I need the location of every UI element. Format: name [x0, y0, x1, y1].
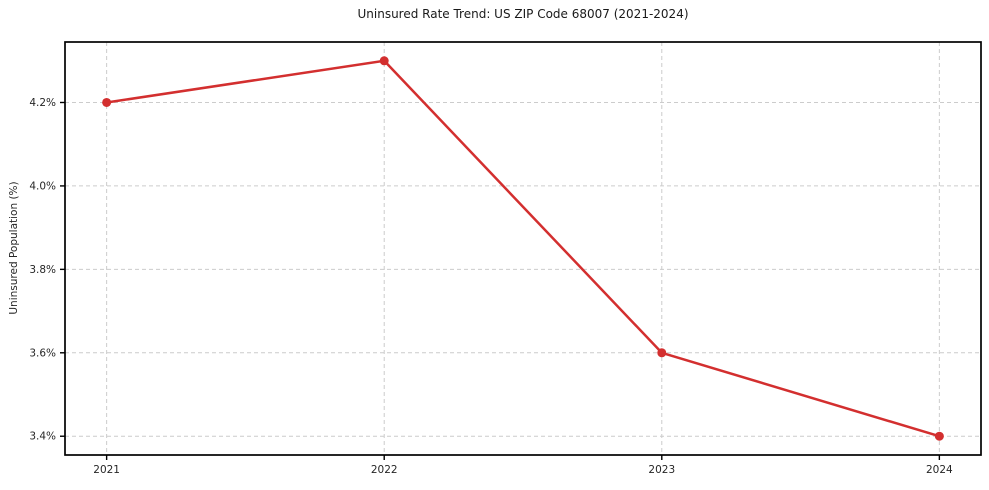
y-tick-label: 4.2% [29, 97, 56, 109]
data-point-marker [102, 97, 112, 107]
axes-spines [64, 41, 982, 456]
x-tick-label: 2022 [371, 464, 398, 476]
x-tick-label: 2024 [926, 464, 953, 476]
y-tick-label: 3.4% [29, 431, 56, 443]
trend-line [105, 59, 941, 438]
y-tick-label: 3.6% [29, 347, 56, 359]
y-tick-label: 3.8% [29, 264, 56, 276]
data-point-marker [657, 348, 667, 358]
x-tick-label: 2021 [93, 464, 120, 476]
data-point-marker [934, 431, 944, 441]
data-point-marker [379, 56, 389, 66]
x-tick-label: 2023 [648, 464, 675, 476]
y-tick-label: 4.0% [29, 180, 56, 192]
chart-title: Uninsured Rate Trend: US ZIP Code 68007 … [357, 7, 689, 21]
